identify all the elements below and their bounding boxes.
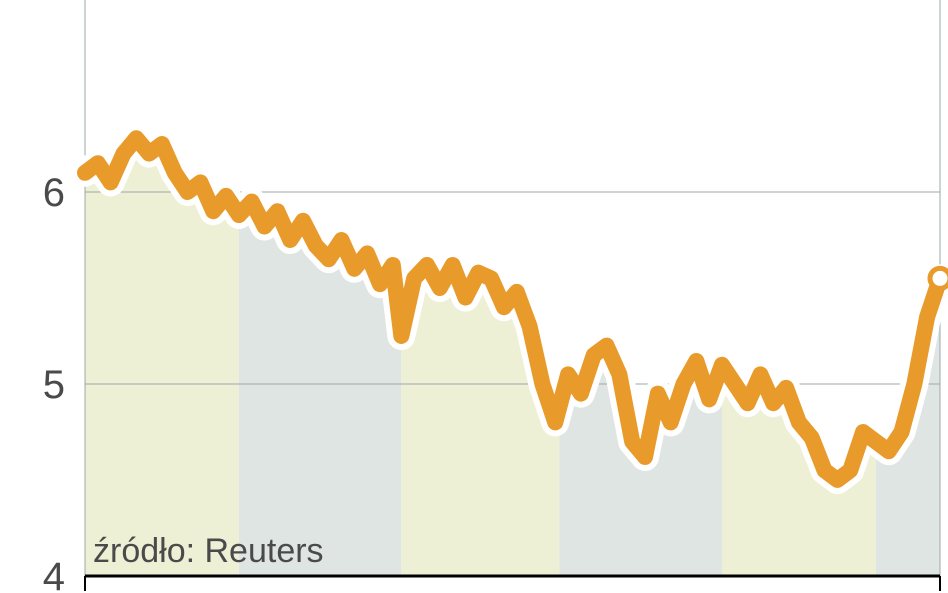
y-tick-label: 4 bbox=[43, 555, 65, 593]
line-chart: 4 5 6 źródło: Reuters bbox=[0, 0, 948, 593]
source-label: źródło: Reuters bbox=[93, 532, 324, 570]
y-tick-label: 5 bbox=[43, 363, 65, 407]
y-tick-label: 6 bbox=[43, 171, 65, 215]
series-end-marker bbox=[930, 268, 948, 288]
chart-svg: 4 5 6 źródło: Reuters bbox=[0, 0, 948, 593]
